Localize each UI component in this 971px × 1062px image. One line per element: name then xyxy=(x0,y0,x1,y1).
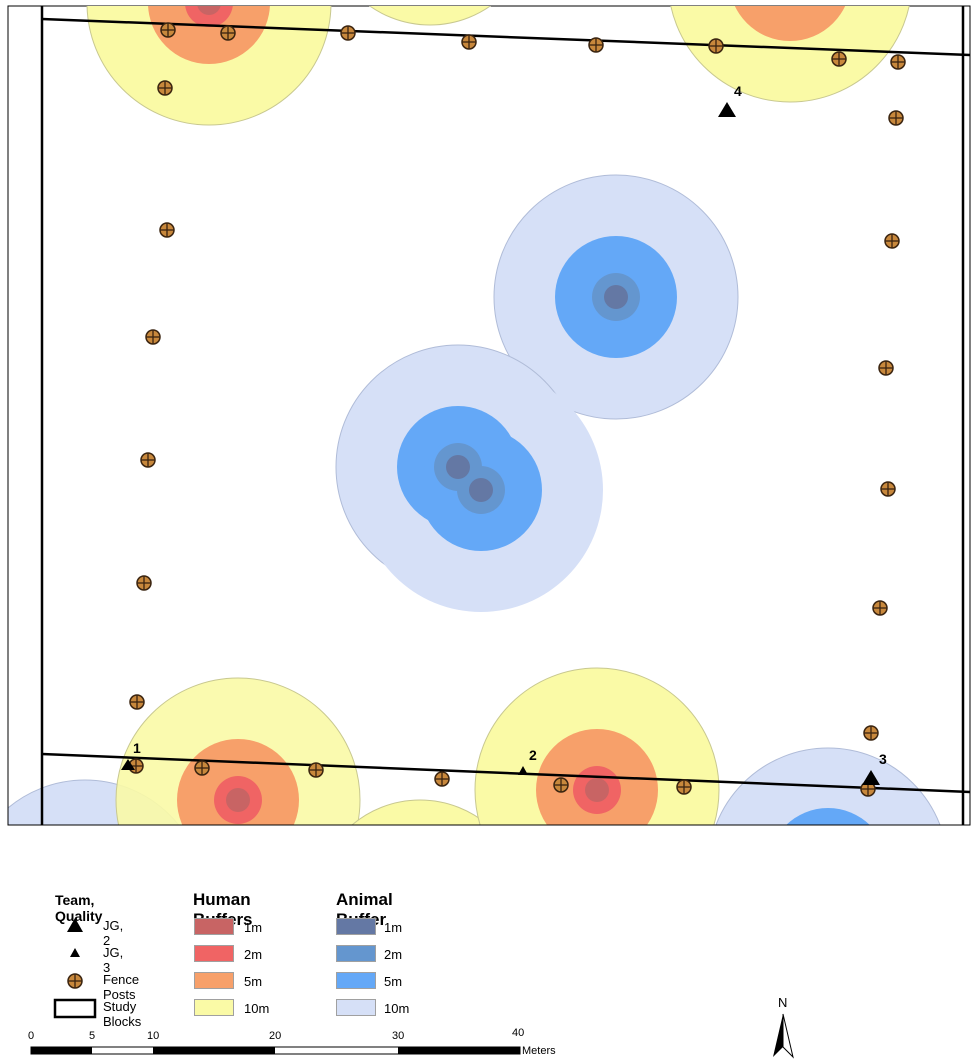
legend-animal-label-5m: 5m xyxy=(384,974,403,989)
human-buffer-bottom-middle xyxy=(351,799,489,825)
study-block-icon xyxy=(53,998,97,1019)
legend-fence-label: Fence Posts xyxy=(103,972,140,1002)
scale-bar xyxy=(30,1046,521,1055)
legend-human-label-10m: 10m xyxy=(244,1001,270,1016)
legend-animal-label-2m: 2m xyxy=(384,947,403,962)
scale-tick-30: 30 xyxy=(392,1030,405,1042)
legend-human-swatch-1m xyxy=(194,918,234,935)
human-buffer-bottom-left xyxy=(115,677,361,825)
legend-animal-label-10m: 10m xyxy=(384,1001,410,1016)
legend-team-title: Team, Quality xyxy=(55,892,103,924)
legend-animal-label-1m: 1m xyxy=(384,920,403,935)
point-label-3: 3 xyxy=(879,751,887,767)
scale-unit: Meters xyxy=(522,1045,556,1057)
legend-animal-swatch-10m xyxy=(336,999,376,1016)
human-buffer-top-center xyxy=(368,6,492,26)
legend-animal-swatch-1m xyxy=(336,918,376,935)
point-label-1: 1 xyxy=(133,740,141,756)
scale-tick-20: 20 xyxy=(269,1030,282,1042)
scale-tick-10: 10 xyxy=(147,1030,160,1042)
map-content: 4 1 2 3 xyxy=(8,6,971,825)
legend-human-swatch-5m xyxy=(194,972,234,989)
fence-post-icon xyxy=(67,973,83,989)
study-blocks xyxy=(40,6,971,825)
north-label: N xyxy=(778,995,788,1010)
scale-tick-40: 40 xyxy=(512,1027,525,1039)
point-label-2: 2 xyxy=(529,747,537,763)
animal-buffer-bottom-right xyxy=(715,747,941,825)
human-buffer-top-right xyxy=(670,6,910,103)
scale-tick-5: 5 xyxy=(89,1030,96,1042)
team-point-1-icon xyxy=(121,759,135,770)
legend-animal-swatch-2m xyxy=(336,945,376,962)
legend-jg3-label: JG, 3 xyxy=(103,945,124,975)
legend-study-label: Study Blocks xyxy=(103,999,142,1029)
legend-animal-swatch-5m xyxy=(336,972,376,989)
legend-human-label-5m: 5m xyxy=(244,974,263,989)
legend-symbols xyxy=(53,918,97,1019)
point-label-4: 4 xyxy=(734,83,742,99)
legend-jg2-label: JG, 2 xyxy=(103,918,124,948)
animal-buffer-center xyxy=(335,174,739,612)
team-point-4-icon xyxy=(718,102,736,117)
legend-human-label-1m: 1m xyxy=(244,920,263,935)
jg2-triangle-icon xyxy=(67,918,83,932)
north-arrow-icon xyxy=(773,1013,794,1059)
scale-tick-0: 0 xyxy=(28,1030,35,1042)
human-buffer-top-left xyxy=(86,6,332,126)
legend-human-swatch-10m xyxy=(194,999,234,1016)
legend-human-swatch-2m xyxy=(194,945,234,962)
jg3-triangle-icon xyxy=(70,948,80,957)
team-point-3-icon xyxy=(862,770,880,785)
team-points xyxy=(121,102,880,785)
team-point-2-icon xyxy=(518,766,528,775)
legend-human-label-2m: 2m xyxy=(244,947,263,962)
